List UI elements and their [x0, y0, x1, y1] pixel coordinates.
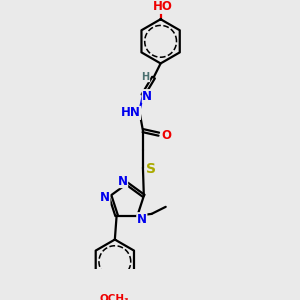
Text: N: N: [118, 175, 128, 188]
Text: S: S: [146, 162, 156, 176]
Text: N: N: [100, 191, 110, 204]
Text: HN: HN: [121, 106, 140, 119]
Text: H: H: [142, 72, 150, 82]
Text: N: N: [142, 90, 152, 103]
Text: HO: HO: [152, 0, 172, 13]
Text: O: O: [161, 129, 171, 142]
Text: N: N: [137, 213, 147, 226]
Text: OCH₃: OCH₃: [100, 294, 130, 300]
